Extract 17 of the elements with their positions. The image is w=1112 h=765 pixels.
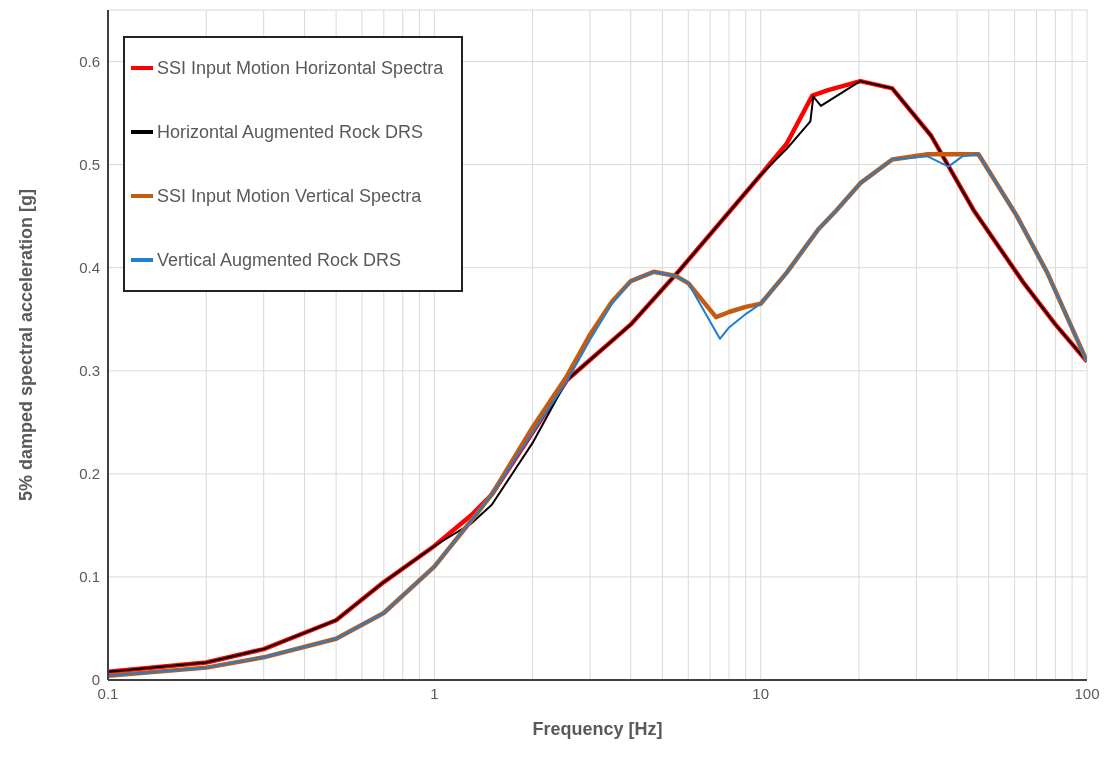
x-tick-label: 1 (430, 684, 439, 702)
y-tick-label: 0.3 (79, 362, 100, 380)
y-tick-label: 0.6 (79, 52, 100, 70)
x-tick-label: 100 (1074, 684, 1100, 702)
x-tick-label: 10 (752, 684, 770, 702)
x-axis-title: Frequency [Hz] (532, 719, 663, 739)
y-tick-label: 0.4 (79, 259, 100, 277)
y-tick-label: 0 (91, 671, 100, 689)
y-tick-label: 0.5 (79, 155, 100, 173)
y-axis-title: 5% damped spectral acceleration [g] (16, 188, 37, 502)
y-tick-label: 0.2 (79, 465, 100, 483)
legend-label: Vertical Augmented Rock DRS (157, 249, 402, 271)
x-tick-label: 0.1 (97, 684, 119, 702)
legend-label: SSI Input Motion Horizontal Spectra (157, 57, 444, 79)
y-tick-label: 0.1 (79, 568, 100, 586)
legend-label: SSI Input Motion Vertical Spectra (157, 185, 422, 207)
legend-label: Horizontal Augmented Rock DRS (157, 121, 424, 143)
